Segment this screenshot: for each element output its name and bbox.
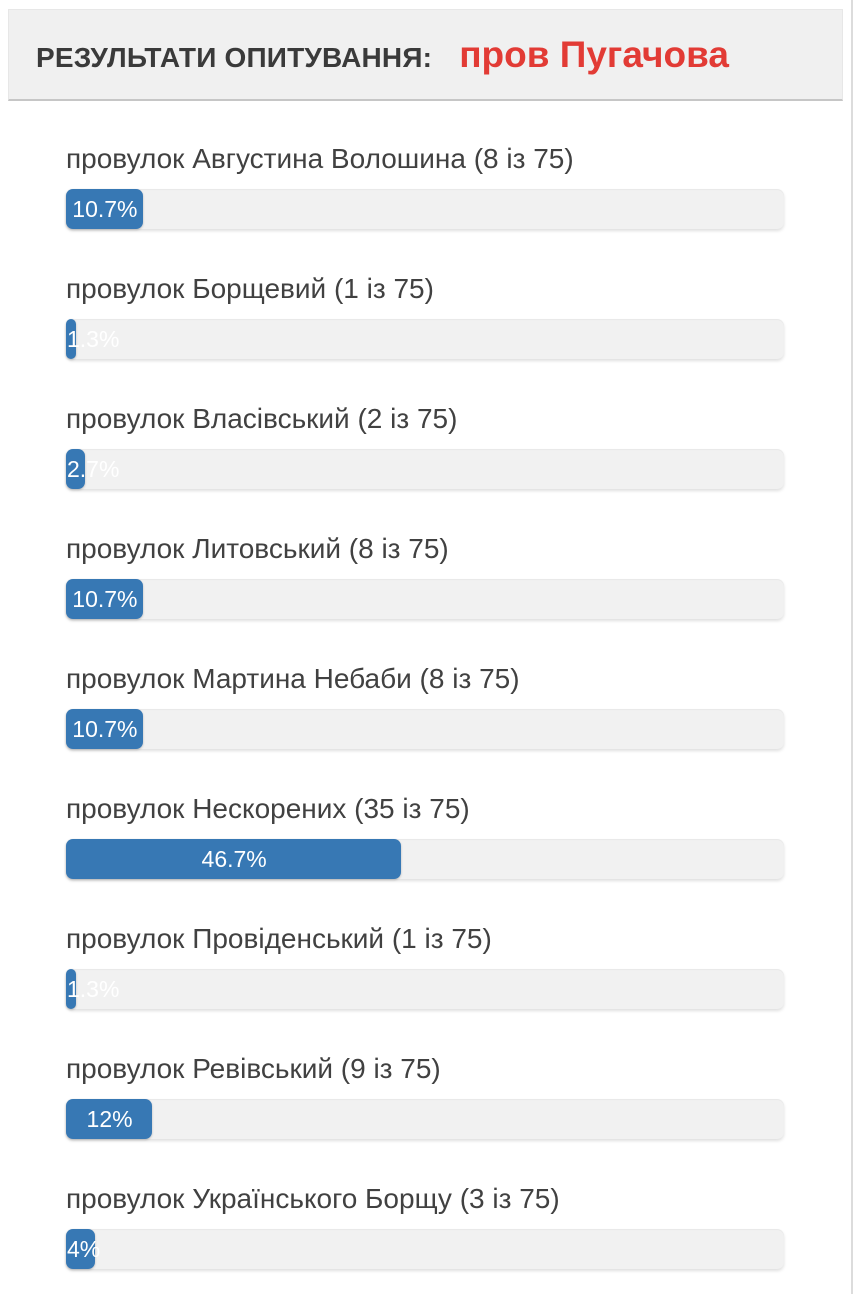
poll-option-row: провулок Ревівський (9 із 75) 12% — [66, 1052, 784, 1140]
poll-bar-fill: 2.7% — [66, 449, 119, 490]
poll-results-label: РЕЗУЛЬТАТИ ОПИТУВАННЯ: — [36, 42, 433, 73]
poll-bar-fill: 4% — [66, 1229, 100, 1270]
poll-options-list: провулок Августина Волошина (8 із 75) 10… — [0, 101, 851, 1294]
poll-option-row: провулок Мартина Небаби (8 із 75) 10.7% — [66, 662, 784, 750]
poll-bar-track: 10.7% — [66, 189, 784, 230]
poll-bar-percent-label: 2.7% — [67, 455, 120, 482]
poll-bar-percent-label: 46.7% — [201, 845, 267, 872]
poll-bar-fill: 10.7% — [66, 579, 143, 620]
poll-option-label: провулок Власівський (2 із 75) — [66, 403, 458, 435]
poll-bar-track: 1.3% — [66, 969, 784, 1010]
poll-option-row: провулок Українського Борщу (3 із 75) 4% — [66, 1182, 784, 1270]
poll-option-row: провулок Нескорених (35 із 75) 46.7% — [66, 792, 784, 880]
poll-option-row: провулок Литовський (8 із 75) 10.7% — [66, 532, 784, 620]
poll-bar-track: 46.7% — [66, 839, 784, 880]
poll-bar-track: 10.7% — [66, 579, 784, 620]
poll-bar-track: 1.3% — [66, 319, 784, 360]
poll-question-title: пров Пугачова — [459, 34, 729, 75]
poll-bar-track: 12% — [66, 1099, 784, 1140]
poll-option-label: провулок Провіденський (1 із 75) — [66, 923, 492, 955]
poll-bar-fill: 10.7% — [66, 709, 143, 750]
poll-option-label: провулок Українського Борщу (3 із 75) — [66, 1183, 560, 1215]
poll-bar-percent-label: 1.3% — [67, 325, 120, 352]
poll-bar-fill: 1.3% — [66, 969, 119, 1010]
poll-option-label: провулок Литовський (8 із 75) — [66, 533, 449, 565]
poll-option-label: провулок Нескорених (35 із 75) — [66, 793, 470, 825]
poll-bar-fill: 10.7% — [66, 189, 143, 230]
poll-option-label: провулок Борщевий (1 із 75) — [66, 273, 434, 305]
poll-option-row: провулок Августина Волошина (8 із 75) 10… — [66, 142, 784, 230]
poll-bar-fill: 12% — [66, 1099, 153, 1140]
poll-bar-percent-label: 4% — [67, 1235, 101, 1262]
poll-bar-percent-label: 10.7% — [72, 585, 138, 612]
poll-bar-fill: 46.7% — [66, 839, 402, 880]
poll-option-label: провулок Ревівський (9 із 75) — [66, 1053, 441, 1085]
poll-header: РЕЗУЛЬТАТИ ОПИТУВАННЯ: пров Пугачова — [8, 9, 843, 102]
poll-bar-percent-label: 10.7% — [72, 715, 138, 742]
poll-bar-track: 10.7% — [66, 709, 784, 750]
poll-option-row: провулок Власівський (2 із 75) 2.7% — [66, 402, 784, 490]
poll-option-label: провулок Мартина Небаби (8 із 75) — [66, 663, 520, 695]
poll-bar-track: 2.7% — [66, 449, 784, 490]
poll-bar-fill: 1.3% — [66, 319, 119, 360]
poll-bar-percent-label: 12% — [86, 1105, 133, 1132]
poll-bar-percent-label: 1.3% — [67, 975, 120, 1002]
page-title: РЕЗУЛЬТАТИ ОПИТУВАННЯ: пров Пугачова — [36, 33, 815, 77]
poll-bar-track: 4% — [66, 1229, 784, 1270]
poll-option-row: провулок Борщевий (1 із 75) 1.3% — [66, 272, 784, 360]
poll-option-label: провулок Августина Волошина (8 із 75) — [66, 143, 574, 175]
poll-option-row: провулок Провіденський (1 із 75) 1.3% — [66, 922, 784, 1010]
poll-bar-percent-label: 10.7% — [72, 195, 138, 222]
